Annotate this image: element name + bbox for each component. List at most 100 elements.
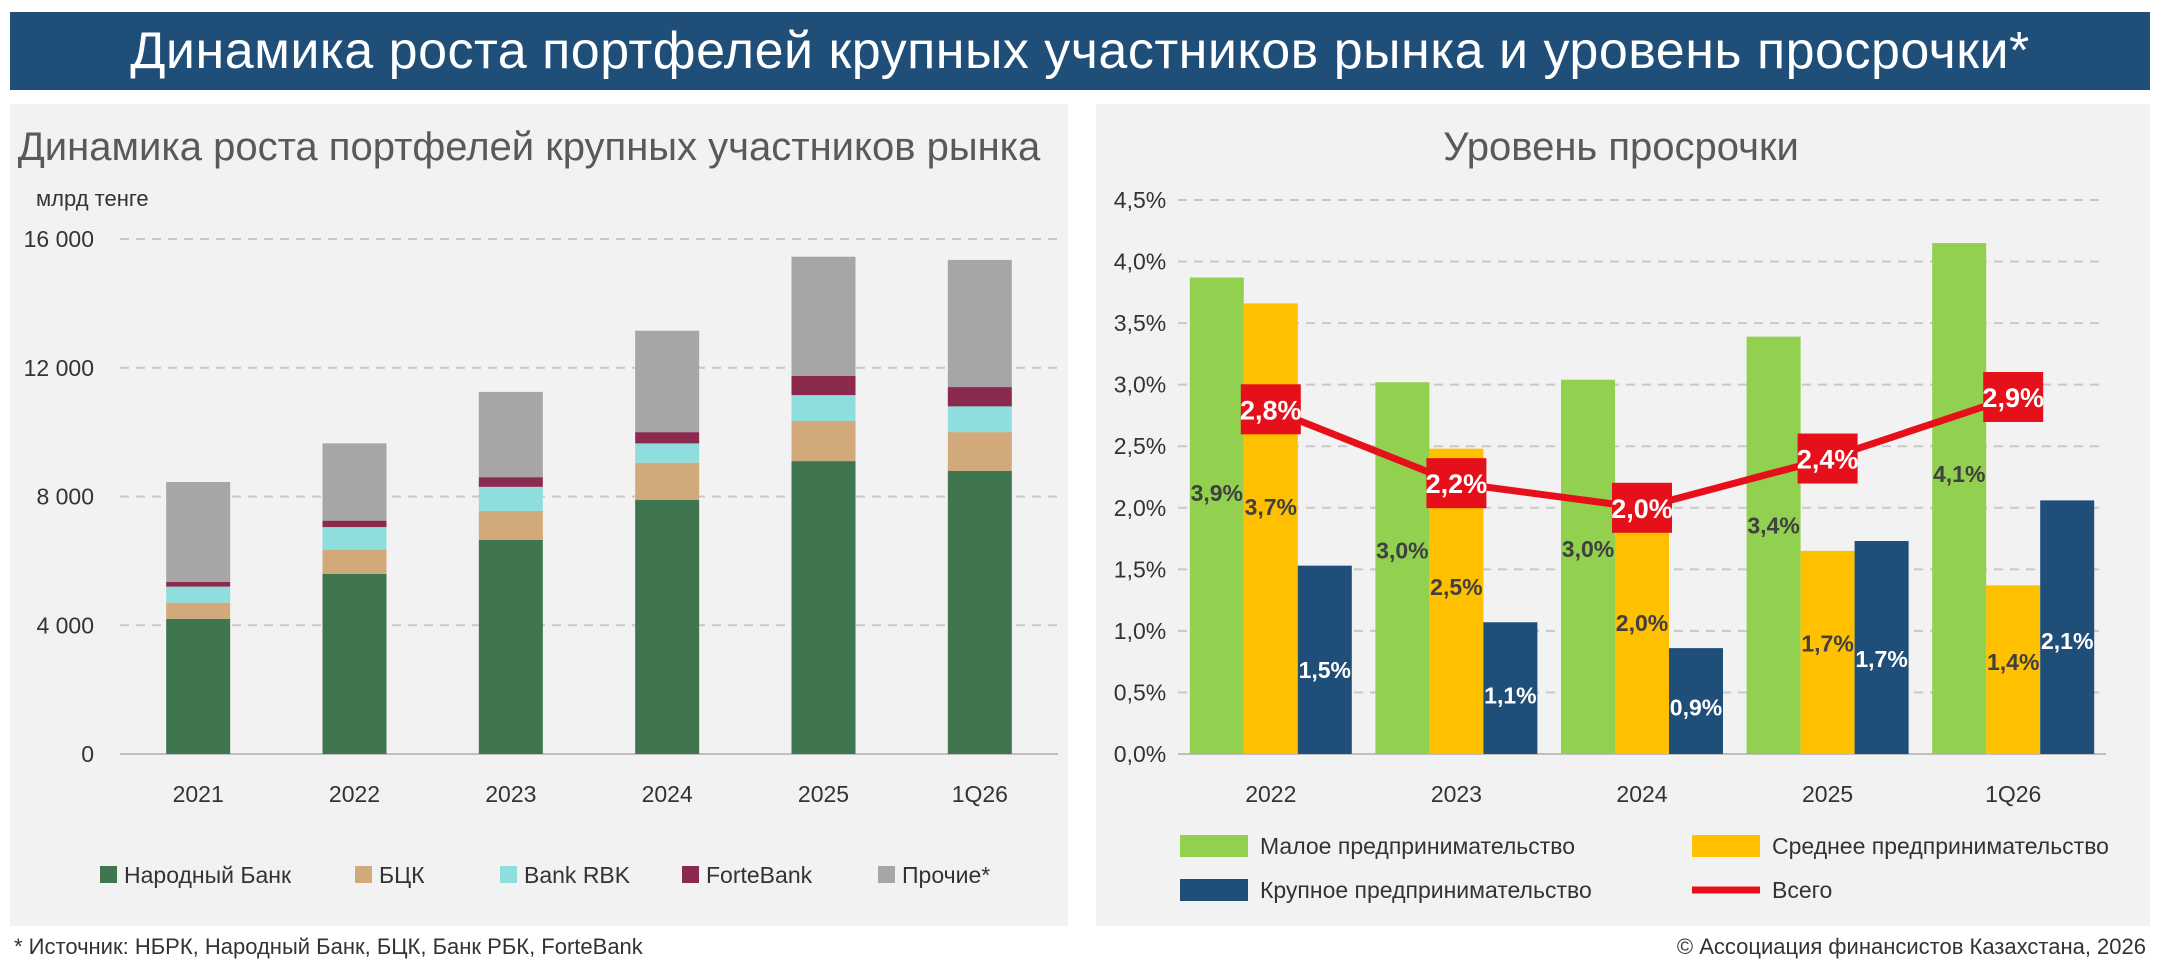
bar-segment [791, 375, 856, 396]
legend-label: Народный Банк [124, 862, 292, 888]
bar-segment [791, 395, 856, 421]
legend-label: Bank RBK [524, 862, 631, 888]
total-label-box [1983, 371, 2044, 422]
portfolio-chart-panel: Динамика роста портфелей крупных участни… [10, 104, 1068, 926]
data-label: 4,1% [1933, 461, 1985, 487]
legend-swatch [355, 866, 372, 883]
bar [1297, 565, 1352, 754]
x-tick-label: 1Q26 [952, 781, 1008, 807]
y-axis-label: млрд тенге [36, 186, 149, 211]
y-tick-label: 4,5% [1114, 187, 1166, 213]
total-label: 2,0% [1611, 494, 1673, 524]
legend-swatch [682, 866, 699, 883]
legend-label: БЦК [379, 862, 425, 888]
total-label-box [1426, 458, 1487, 509]
legend-swatch [100, 866, 117, 883]
legend-swatch [1180, 835, 1248, 857]
data-label: 2,0% [1616, 610, 1668, 636]
bar-segment [166, 482, 231, 582]
bar [1189, 277, 1244, 754]
bar [1746, 336, 1801, 754]
y-tick-label: 4 000 [36, 612, 94, 638]
y-tick-label: 16 000 [24, 226, 94, 252]
bar-segment [478, 510, 543, 540]
bar [2040, 500, 2095, 754]
data-label: 3,9% [1191, 480, 1243, 506]
y-tick-label: 1,5% [1114, 556, 1166, 582]
legend-label: ForteBank [706, 862, 813, 888]
bar [1561, 379, 1615, 754]
total-label-box [1240, 384, 1301, 435]
copyright: © Ассоциация финансистов Казахстана, 202… [1676, 934, 2146, 959]
bar-segment [947, 406, 1012, 433]
bar [1800, 550, 1855, 754]
y-tick-label: 8 000 [36, 484, 94, 510]
x-tick-label: 2025 [798, 781, 849, 807]
data-label: 2,1% [2041, 628, 2093, 654]
data-label: 1,7% [1801, 630, 1853, 656]
x-tick-label: 2022 [329, 781, 380, 807]
legend-label: Крупное предпринимательство [1260, 877, 1592, 903]
data-label: 3,0% [1562, 536, 1614, 562]
bar-segment [322, 520, 387, 528]
bar-segment [635, 462, 700, 500]
bar [1669, 648, 1723, 754]
bar [1932, 243, 1987, 755]
legend-swatch [1180, 879, 1248, 901]
bar-segment [478, 477, 543, 487]
legend-label: Прочие* [902, 862, 990, 888]
y-tick-label: 1,0% [1114, 618, 1166, 644]
x-tick-label: 2025 [1802, 781, 1853, 807]
x-tick-label: 2024 [642, 781, 693, 807]
y-tick-label: 2,0% [1114, 495, 1166, 521]
total-label: 2,8% [1240, 395, 1302, 425]
source-footnote: * Источник: НБРК, Народный Банк, БЦК, Ба… [14, 934, 643, 959]
bar [1854, 541, 1909, 754]
bar-segment [635, 443, 700, 463]
x-tick-label: 2022 [1245, 781, 1296, 807]
legend-swatch [1692, 835, 1760, 857]
bar-segment [791, 461, 856, 754]
y-tick-label: 3,5% [1114, 310, 1166, 336]
bar-segment [478, 539, 543, 754]
y-tick-label: 3,0% [1114, 372, 1166, 398]
bar-segment [478, 486, 543, 511]
bar-segment [947, 470, 1012, 754]
legend-label: Среднее предпринимательство [1772, 833, 2109, 859]
total-label-box [1797, 433, 1858, 484]
data-label: 1,1% [1484, 683, 1536, 709]
bar [1243, 303, 1298, 754]
x-tick-label: 1Q26 [1985, 781, 2041, 807]
legend-label: Малое предпринимательство [1260, 833, 1575, 859]
x-tick-label: 2023 [1431, 781, 1482, 807]
legend-swatch [500, 866, 517, 883]
bar-segment [322, 549, 387, 574]
overdue-chart: Уровень просрочки 0,0% 0,5% 1,0% 1,5% 2,0% 2,5… [1114, 125, 2109, 903]
x-tick-label: 2024 [1616, 781, 1667, 807]
data-label: 0,9% [1670, 694, 1722, 720]
y-tick-label: 4,0% [1114, 249, 1166, 275]
bar-segment [166, 618, 231, 754]
y-tick-label: 2,5% [1114, 433, 1166, 459]
page-title: Динамика роста портфелей крупных участни… [10, 12, 2150, 90]
bar-segment [947, 432, 1012, 471]
total-label: 2,2% [1426, 469, 1488, 499]
bar-segment [322, 443, 387, 521]
data-label: 1,5% [1299, 657, 1351, 683]
bar-segment [478, 391, 543, 478]
data-label: 3,4% [1747, 512, 1799, 538]
data-label: 3,0% [1376, 538, 1428, 564]
total-label: 2,9% [1982, 383, 2044, 413]
data-label: 1,4% [1987, 649, 2039, 675]
bar-segment [635, 432, 700, 444]
bar-segment [166, 586, 231, 603]
bar-segment [166, 581, 231, 587]
total-label: 2,4% [1797, 445, 1859, 475]
bar-segment [322, 573, 387, 754]
bar-segment [791, 256, 856, 376]
data-label: 2,5% [1430, 574, 1482, 600]
portfolio-chart: Динамика роста портфелей крупных участни… [18, 125, 1058, 888]
bar [1615, 513, 1669, 754]
chart-title: Динамика роста портфелей крупных участни… [18, 125, 1041, 169]
y-tick-label: 0,5% [1114, 679, 1166, 705]
